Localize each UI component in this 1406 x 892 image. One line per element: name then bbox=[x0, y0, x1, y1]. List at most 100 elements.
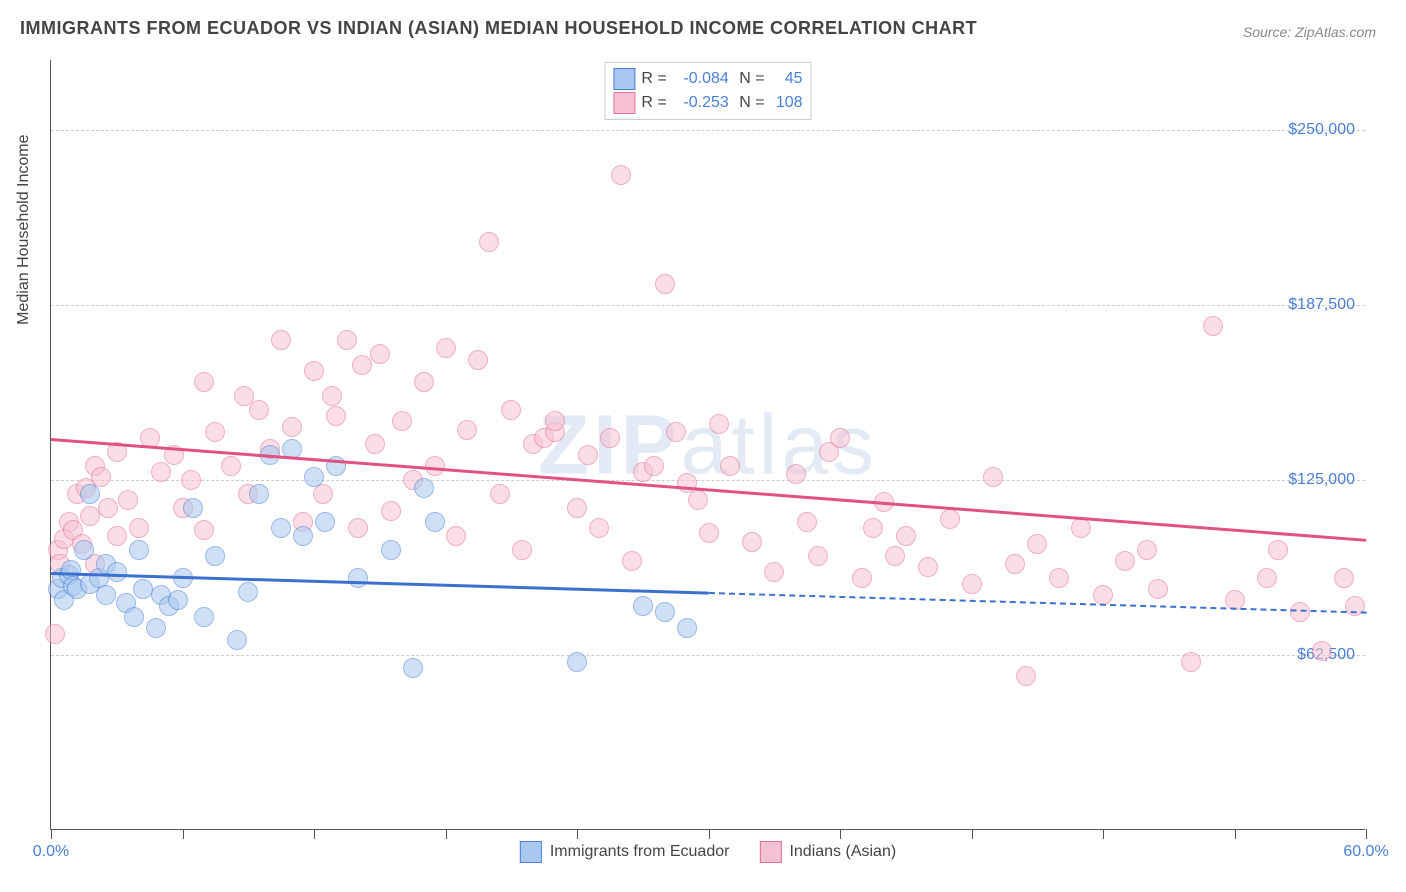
data-point-indian bbox=[501, 400, 521, 420]
data-point-indian bbox=[655, 274, 675, 294]
data-point-indian bbox=[1137, 540, 1157, 560]
data-point-indian bbox=[863, 518, 883, 538]
data-point-ecuador bbox=[194, 607, 214, 627]
y-tick-label: $187,500 bbox=[1288, 296, 1355, 314]
legend: Immigrants from Ecuador Indians (Asian) bbox=[520, 841, 896, 863]
data-point-indian bbox=[322, 386, 342, 406]
stat-row-indian: R = -0.253 N = 108 bbox=[613, 91, 802, 115]
x-tick bbox=[840, 829, 841, 839]
data-point-indian bbox=[1016, 666, 1036, 686]
data-point-ecuador bbox=[205, 546, 225, 566]
data-point-ecuador bbox=[107, 562, 127, 582]
data-point-ecuador bbox=[677, 618, 697, 638]
data-point-indian bbox=[808, 546, 828, 566]
data-point-indian bbox=[414, 372, 434, 392]
y-axis-label: Median Household Income bbox=[15, 134, 33, 324]
data-point-ecuador bbox=[567, 652, 587, 672]
data-point-ecuador bbox=[238, 582, 258, 602]
trendline-ecuador-extrapolated bbox=[708, 592, 1366, 614]
data-point-indian bbox=[600, 428, 620, 448]
data-point-indian bbox=[852, 568, 872, 588]
data-point-indian bbox=[940, 509, 960, 529]
data-point-indian bbox=[1027, 534, 1047, 554]
data-point-indian bbox=[830, 428, 850, 448]
data-point-indian bbox=[1257, 568, 1277, 588]
data-point-indian bbox=[1148, 579, 1168, 599]
x-tick bbox=[183, 829, 184, 839]
data-point-indian bbox=[304, 361, 324, 381]
gridline bbox=[51, 305, 1365, 306]
data-point-indian bbox=[490, 484, 510, 504]
data-point-indian bbox=[797, 512, 817, 532]
swatch-indian bbox=[613, 92, 635, 114]
data-point-ecuador bbox=[315, 512, 335, 532]
data-point-ecuador bbox=[249, 484, 269, 504]
data-point-indian bbox=[118, 490, 138, 510]
data-point-indian bbox=[479, 232, 499, 252]
data-point-indian bbox=[446, 526, 466, 546]
data-point-indian bbox=[436, 338, 456, 358]
legend-label: Indians (Asian) bbox=[789, 843, 896, 861]
data-point-ecuador bbox=[271, 518, 291, 538]
data-point-indian bbox=[545, 411, 565, 431]
data-point-indian bbox=[786, 464, 806, 484]
data-point-indian bbox=[918, 557, 938, 577]
data-point-ecuador bbox=[304, 467, 324, 487]
data-point-indian bbox=[720, 456, 740, 476]
r-value: -0.084 bbox=[673, 70, 729, 88]
data-point-indian bbox=[1093, 585, 1113, 605]
n-value: 108 bbox=[771, 94, 803, 112]
data-point-indian bbox=[885, 546, 905, 566]
correlation-stats-box: R = -0.084 N = 45 R = -0.253 N = 108 bbox=[604, 62, 811, 120]
x-tick bbox=[577, 829, 578, 839]
chart-area: ZIPatlas R = -0.084 N = 45 R = -0.253 N … bbox=[50, 60, 1365, 830]
x-tick bbox=[1366, 829, 1367, 839]
data-point-indian bbox=[512, 540, 532, 560]
x-tick bbox=[1103, 829, 1104, 839]
data-point-ecuador bbox=[633, 596, 653, 616]
n-value: 45 bbox=[771, 70, 803, 88]
data-point-indian bbox=[644, 456, 664, 476]
data-point-indian bbox=[352, 355, 372, 375]
legend-item-ecuador: Immigrants from Ecuador bbox=[520, 841, 730, 863]
data-point-indian bbox=[611, 165, 631, 185]
gridline bbox=[51, 130, 1365, 131]
data-point-indian bbox=[129, 518, 149, 538]
data-point-indian bbox=[1005, 554, 1025, 574]
data-point-ecuador bbox=[425, 512, 445, 532]
data-point-ecuador bbox=[129, 540, 149, 560]
data-point-indian bbox=[1049, 568, 1069, 588]
data-point-indian bbox=[205, 422, 225, 442]
data-point-indian bbox=[98, 498, 118, 518]
data-point-indian bbox=[688, 490, 708, 510]
data-point-ecuador bbox=[96, 585, 116, 605]
data-point-indian bbox=[742, 532, 762, 552]
data-point-ecuador bbox=[124, 607, 144, 627]
x-tick bbox=[314, 829, 315, 839]
data-point-indian bbox=[1203, 316, 1223, 336]
data-point-indian bbox=[194, 372, 214, 392]
swatch-ecuador bbox=[520, 841, 542, 863]
data-point-indian bbox=[107, 526, 127, 546]
data-point-ecuador bbox=[146, 618, 166, 638]
data-point-indian bbox=[1312, 641, 1332, 661]
data-point-ecuador bbox=[227, 630, 247, 650]
y-tick-label: $125,000 bbox=[1288, 471, 1355, 489]
data-point-indian bbox=[962, 574, 982, 594]
data-point-indian bbox=[249, 400, 269, 420]
data-point-ecuador bbox=[655, 602, 675, 622]
data-point-indian bbox=[1181, 652, 1201, 672]
data-point-indian bbox=[151, 462, 171, 482]
y-tick-label: $250,000 bbox=[1288, 121, 1355, 139]
data-point-indian bbox=[468, 350, 488, 370]
data-point-indian bbox=[578, 445, 598, 465]
data-point-indian bbox=[764, 562, 784, 582]
x-tick-label: 60.0% bbox=[1343, 843, 1388, 861]
data-point-indian bbox=[348, 518, 368, 538]
data-point-ecuador bbox=[80, 484, 100, 504]
data-point-indian bbox=[709, 414, 729, 434]
x-tick bbox=[51, 829, 52, 839]
data-point-indian bbox=[221, 456, 241, 476]
data-point-indian bbox=[45, 624, 65, 644]
r-value: -0.253 bbox=[673, 94, 729, 112]
